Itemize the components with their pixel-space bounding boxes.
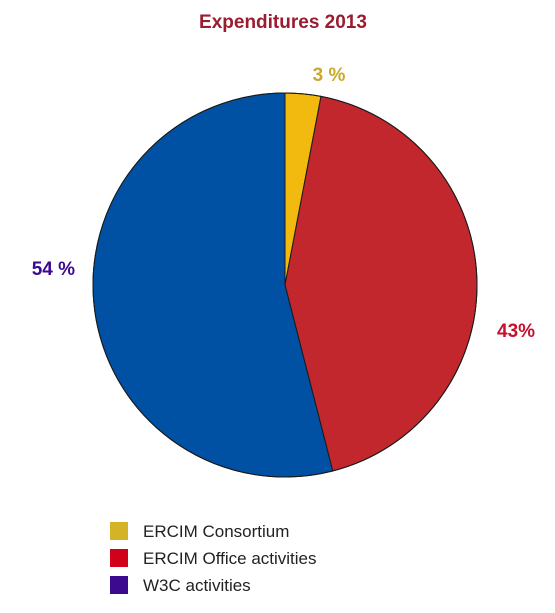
legend: ERCIM Consortium ERCIM Office activities W…	[110, 522, 317, 595]
slice-label: 54 %	[32, 259, 75, 280]
pie-outline	[92, 92, 478, 478]
pie-slices	[92, 92, 478, 478]
chart-title: Expenditures 2013	[199, 12, 367, 33]
legend-label: ERCIM Office activities	[143, 549, 317, 568]
legend-swatch	[110, 549, 128, 567]
slice-label: 3 %	[313, 65, 346, 86]
slice-labels: 3 % 43% 54 %	[32, 65, 535, 342]
legend-label: ERCIM Consortium	[143, 522, 289, 541]
slice-label: 43%	[497, 321, 535, 342]
legend-label: W3C activities	[143, 576, 251, 595]
legend-swatch	[110, 576, 128, 594]
legend-swatch	[110, 522, 128, 540]
